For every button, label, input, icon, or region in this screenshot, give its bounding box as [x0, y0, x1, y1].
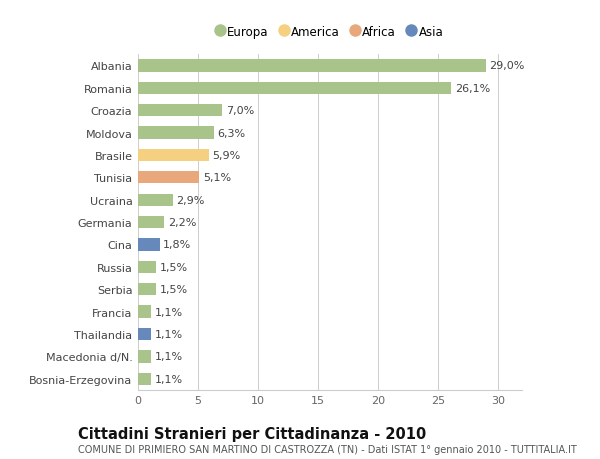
Bar — [138, 105, 222, 117]
Bar — [138, 239, 160, 251]
Text: 2,9%: 2,9% — [176, 195, 205, 205]
Text: Cittadini Stranieri per Cittadinanza - 2010: Cittadini Stranieri per Cittadinanza - 2… — [78, 426, 426, 441]
Bar — [138, 194, 173, 207]
Text: 5,9%: 5,9% — [212, 151, 241, 161]
Bar — [138, 127, 214, 140]
Bar — [138, 217, 164, 229]
Text: 29,0%: 29,0% — [490, 61, 525, 71]
Text: 1,8%: 1,8% — [163, 240, 191, 250]
Text: 1,5%: 1,5% — [160, 262, 188, 272]
Text: 26,1%: 26,1% — [455, 84, 490, 94]
Bar — [138, 60, 486, 73]
Bar — [138, 373, 151, 385]
Bar — [138, 261, 156, 274]
Text: 7,0%: 7,0% — [226, 106, 254, 116]
Bar — [138, 306, 151, 318]
Bar — [138, 284, 156, 296]
Bar — [138, 83, 451, 95]
Text: COMUNE DI PRIMIERO SAN MARTINO DI CASTROZZA (TN) - Dati ISTAT 1° gennaio 2010 - : COMUNE DI PRIMIERO SAN MARTINO DI CASTRO… — [78, 444, 577, 454]
Text: 1,1%: 1,1% — [155, 307, 183, 317]
Text: 6,3%: 6,3% — [217, 128, 245, 138]
Legend: Europa, America, Africa, Asia: Europa, America, Africa, Asia — [212, 21, 448, 43]
Bar — [138, 351, 151, 363]
Bar — [138, 328, 151, 341]
Bar — [138, 172, 199, 184]
Text: 1,1%: 1,1% — [155, 374, 183, 384]
Text: 5,1%: 5,1% — [203, 173, 231, 183]
Text: 2,2%: 2,2% — [168, 218, 196, 228]
Bar — [138, 150, 209, 162]
Text: 1,1%: 1,1% — [155, 352, 183, 362]
Text: 1,1%: 1,1% — [155, 329, 183, 339]
Text: 1,5%: 1,5% — [160, 285, 188, 295]
